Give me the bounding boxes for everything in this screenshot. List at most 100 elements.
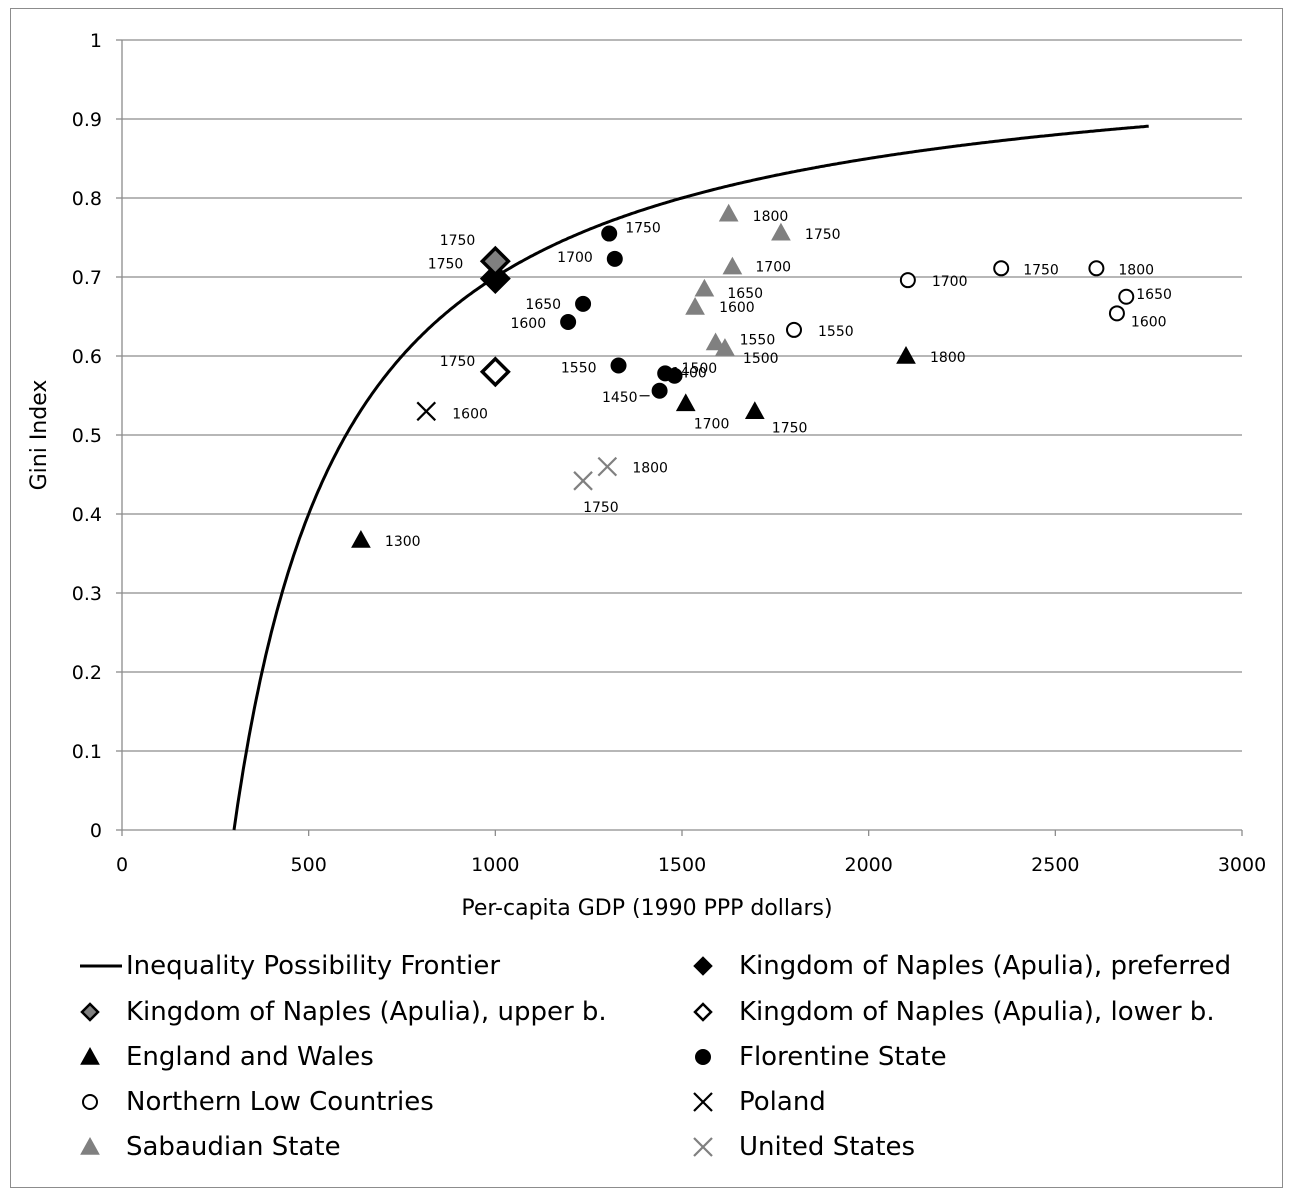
y-tick-label: 0.6 <box>72 346 102 368</box>
data-point <box>560 314 577 331</box>
circle-shape <box>610 357 627 374</box>
x-stroke <box>416 401 437 422</box>
triangle-shape <box>685 296 705 315</box>
y-tick-label: 0.1 <box>72 741 102 763</box>
data-label: 1700 <box>755 260 791 276</box>
data-label: 1650 <box>525 297 561 313</box>
data-point <box>610 357 627 374</box>
data-point <box>1088 260 1105 277</box>
circle-shape <box>560 314 577 331</box>
legend-swatch <box>80 1002 100 1022</box>
data-point <box>705 332 726 351</box>
legend-item: Poland <box>693 1087 826 1117</box>
data-label: 1300 <box>385 534 421 550</box>
legend-item: Kingdom of Naples (Apulia), preferred <box>693 951 1231 981</box>
legend-item: Sabaudian State <box>80 1132 341 1162</box>
data-label: 1800 <box>632 461 668 477</box>
y-tick-label: 0.3 <box>72 583 102 605</box>
frontier-curve <box>232 124 1149 831</box>
data-label: 1500 <box>682 361 718 377</box>
y-tick-label: 0.5 <box>72 425 102 447</box>
data-label: 1450 <box>602 390 638 406</box>
data-point <box>771 222 791 241</box>
circle-shape <box>82 1094 98 1110</box>
data-label: 1500 <box>743 351 779 367</box>
data-point <box>479 263 511 295</box>
triangle-shape <box>718 203 739 222</box>
y-tick-label: 0.7 <box>72 267 102 289</box>
legend-swatch <box>80 1046 100 1065</box>
legend-swatch <box>695 1049 711 1065</box>
legend-swatch <box>693 956 713 976</box>
triangle-shape <box>80 1136 100 1155</box>
y-tick-label: 0.2 <box>72 662 102 684</box>
data-label: 1800 <box>753 209 789 225</box>
circle-shape <box>899 272 916 289</box>
data-point <box>694 278 715 297</box>
data-point <box>601 225 618 242</box>
x-tick-label: 1500 <box>658 854 706 876</box>
data-point <box>651 382 668 399</box>
data-point <box>899 272 916 289</box>
circle-shape <box>601 225 618 242</box>
data-point <box>351 530 371 548</box>
triangle-shape <box>896 345 916 364</box>
data-point <box>573 471 593 491</box>
diamond-shape <box>479 263 511 295</box>
legend-item: United States <box>693 1132 915 1162</box>
data-label: 1700 <box>694 416 730 432</box>
data-label: 1650 <box>727 286 763 302</box>
legend-label: Sabaudian State <box>126 1132 341 1162</box>
legend-item: England and Wales <box>80 1042 374 1072</box>
data-point <box>479 245 511 277</box>
legend-swatch <box>82 1094 98 1110</box>
data-label: 1550 <box>740 333 776 349</box>
data-label: 1750 <box>625 221 661 237</box>
data-point <box>575 295 592 312</box>
legend-item: Northern Low Countries <box>82 1087 434 1117</box>
x-tick-label: 0 <box>116 854 128 876</box>
legend-swatch <box>80 1136 100 1155</box>
data-label: 1550 <box>818 324 854 340</box>
data-label: 1750 <box>440 354 476 370</box>
legend-item: Kingdom of Naples (Apulia), lower b. <box>693 997 1215 1027</box>
circle-shape <box>1108 305 1125 322</box>
circle-shape <box>786 321 802 338</box>
data-label: 1750 <box>805 227 841 243</box>
legend-item: Inequality Possibility Frontier <box>80 951 500 981</box>
legend-label: Northern Low Countries <box>126 1087 434 1117</box>
circle-shape <box>1088 260 1105 277</box>
data-label: 1750 <box>440 233 476 249</box>
data-point <box>744 401 765 419</box>
triangle-shape <box>722 256 743 275</box>
data-label: 1800 <box>1118 262 1154 278</box>
legend-swatch <box>693 1092 713 1112</box>
data-point <box>416 401 437 422</box>
legend-swatch <box>693 1137 713 1157</box>
legend-swatch <box>693 1002 713 1022</box>
x-tick-label: 2500 <box>1031 854 1079 876</box>
y-tick-label: 0.4 <box>72 504 102 526</box>
legend-label: Florentine State <box>739 1042 947 1072</box>
legend-label: United States <box>739 1132 915 1162</box>
triangle-shape <box>80 1046 100 1065</box>
circle-shape <box>651 382 668 399</box>
data-point <box>786 321 802 338</box>
data-label: 1750 <box>772 420 808 436</box>
x-tick-label: 3000 <box>1218 854 1266 876</box>
data-point <box>722 256 743 275</box>
data-point <box>666 367 683 384</box>
circle-shape <box>993 260 1010 277</box>
y-tick-label: 0.8 <box>72 188 102 210</box>
x-axis-title: Per-capita GDP (1990 PPP dollars) <box>461 896 832 921</box>
triangle-shape <box>675 393 696 412</box>
triangle-shape <box>694 278 715 297</box>
y-axis-title: Gini Index <box>27 380 52 491</box>
x-stroke <box>693 1137 713 1157</box>
diamond-shape <box>479 245 511 277</box>
data-point <box>896 345 916 364</box>
data-label: 1600 <box>719 300 755 316</box>
triangle-shape <box>771 222 791 241</box>
legend-label: Kingdom of Naples (Apulia), upper b. <box>126 997 607 1027</box>
